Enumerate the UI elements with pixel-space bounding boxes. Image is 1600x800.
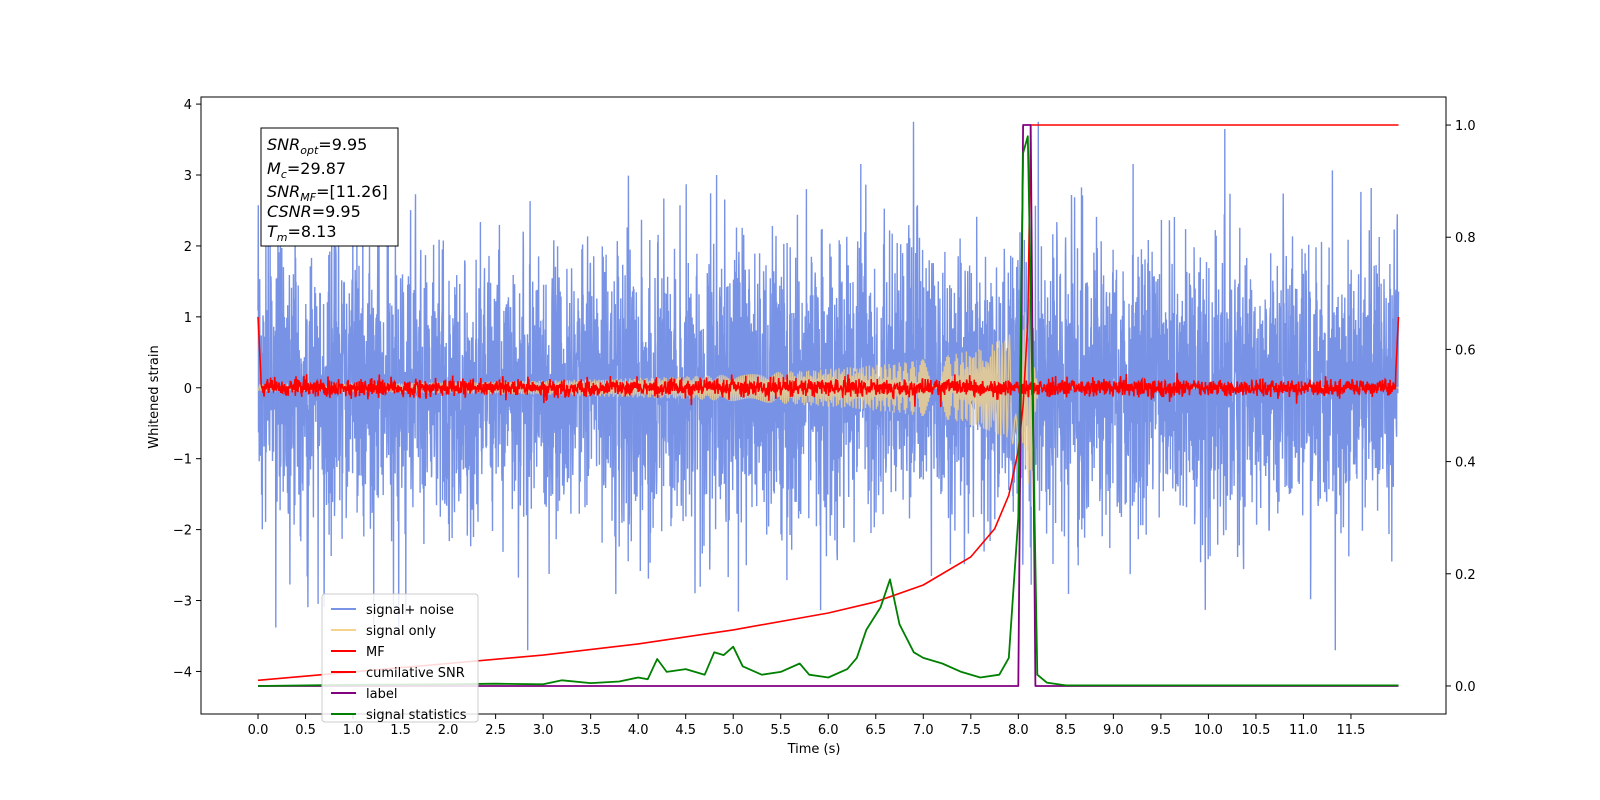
- info-csnr: CSNR=9.95: [267, 202, 361, 221]
- x-tick-label: 3.5: [580, 723, 601, 738]
- series-signal-statistics-line: [257, 135, 1399, 687]
- x-tick-label: 11.5: [1336, 723, 1365, 738]
- x-tick-label: 0.5: [295, 723, 316, 738]
- legend-entry: label: [366, 687, 397, 702]
- x-axis-label: Time (s): [787, 742, 841, 757]
- legend: signal+ noise signal only MF cumilative SNR…: [321, 593, 479, 723]
- info-snr-opt: SNRopt=9.95: [267, 135, 367, 157]
- y-tick-label-left: 0: [184, 382, 192, 397]
- series-signal-noise-line: [257, 121, 1400, 651]
- x-tick-label: 11.0: [1289, 723, 1318, 738]
- x-tick-label: 10.5: [1241, 723, 1270, 738]
- x-tick-label: 2.5: [485, 723, 506, 738]
- series-cumulative-snr-line: [257, 124, 1399, 682]
- x-tick-label: 5.5: [770, 723, 791, 738]
- y-tick-label-left: −1: [173, 453, 192, 468]
- legend-entry: cumilative SNR: [366, 666, 465, 681]
- x-tick-label: 7.0: [913, 723, 934, 738]
- y-tick-label-left: −2: [173, 524, 192, 539]
- x-tick-label: 5.0: [723, 723, 744, 738]
- plot-frame: [200, 96, 1447, 715]
- x-tick-label: 1.5: [390, 723, 411, 738]
- x-tick-label: 6.0: [818, 723, 839, 738]
- x-tick-label: 0.0: [248, 723, 269, 738]
- info-tm: Tm=8.13: [267, 222, 337, 244]
- x-tick-label: 3.0: [533, 723, 554, 738]
- y-tick-label-right: 1.0: [1455, 119, 1476, 134]
- y-tick-label-right: 0.8: [1455, 231, 1476, 246]
- y-tick-label-left: 1: [184, 311, 192, 326]
- y-tick-label-right: 0.4: [1455, 456, 1476, 471]
- y-tick-label-left: 4: [184, 98, 192, 113]
- x-tick-label: 9.5: [1151, 723, 1172, 738]
- legend-entry: signal+ noise: [366, 603, 454, 618]
- plot-area: [257, 121, 1400, 687]
- legend-entry: signal statistics: [366, 708, 467, 723]
- y-tick-label-right: 0.6: [1455, 343, 1476, 358]
- x-tick-label: 10.0: [1194, 723, 1223, 738]
- info-mc: Mc=29.87: [267, 159, 346, 181]
- x-tick-label: 6.5: [865, 723, 886, 738]
- y-tick-label-right: 0.2: [1455, 568, 1476, 583]
- x-tick-label: 4.5: [675, 723, 696, 738]
- y-tick-label-left: −3: [173, 595, 192, 610]
- series-mf-line: [257, 316, 1400, 408]
- legend-entry: signal only: [366, 624, 436, 639]
- y-axis-label: Whitened strain: [147, 345, 162, 448]
- legend-entry: MF: [366, 645, 385, 660]
- y-tick-label-left: 2: [184, 240, 192, 255]
- info-snr-mf: SNRMF=[11.26]: [267, 182, 388, 204]
- axes: 0.0 0.5 1.0 1.5 2.0 2.5 3.0 3.5 4.0 4.5 5.0 5.5 6.0 6…: [173, 96, 1476, 738]
- y-tick-label-left: 3: [184, 169, 192, 184]
- x-tick-label: 1.0: [343, 723, 364, 738]
- x-tick-label: 8.5: [1056, 723, 1077, 738]
- x-tick-label: 2.0: [438, 723, 459, 738]
- y-tick-label-right: 0.0: [1455, 680, 1476, 695]
- x-tick-label: 9.0: [1103, 723, 1124, 738]
- x-tick-label: 7.5: [960, 723, 981, 738]
- x-tick-label: 4.0: [628, 723, 649, 738]
- y-tick-label-left: −4: [173, 665, 192, 680]
- x-tick-label: 8.0: [1008, 723, 1029, 738]
- info-box: SNRopt=9.95 Mc=29.87 SNRMF=[11.26] CSNR=…: [260, 127, 399, 247]
